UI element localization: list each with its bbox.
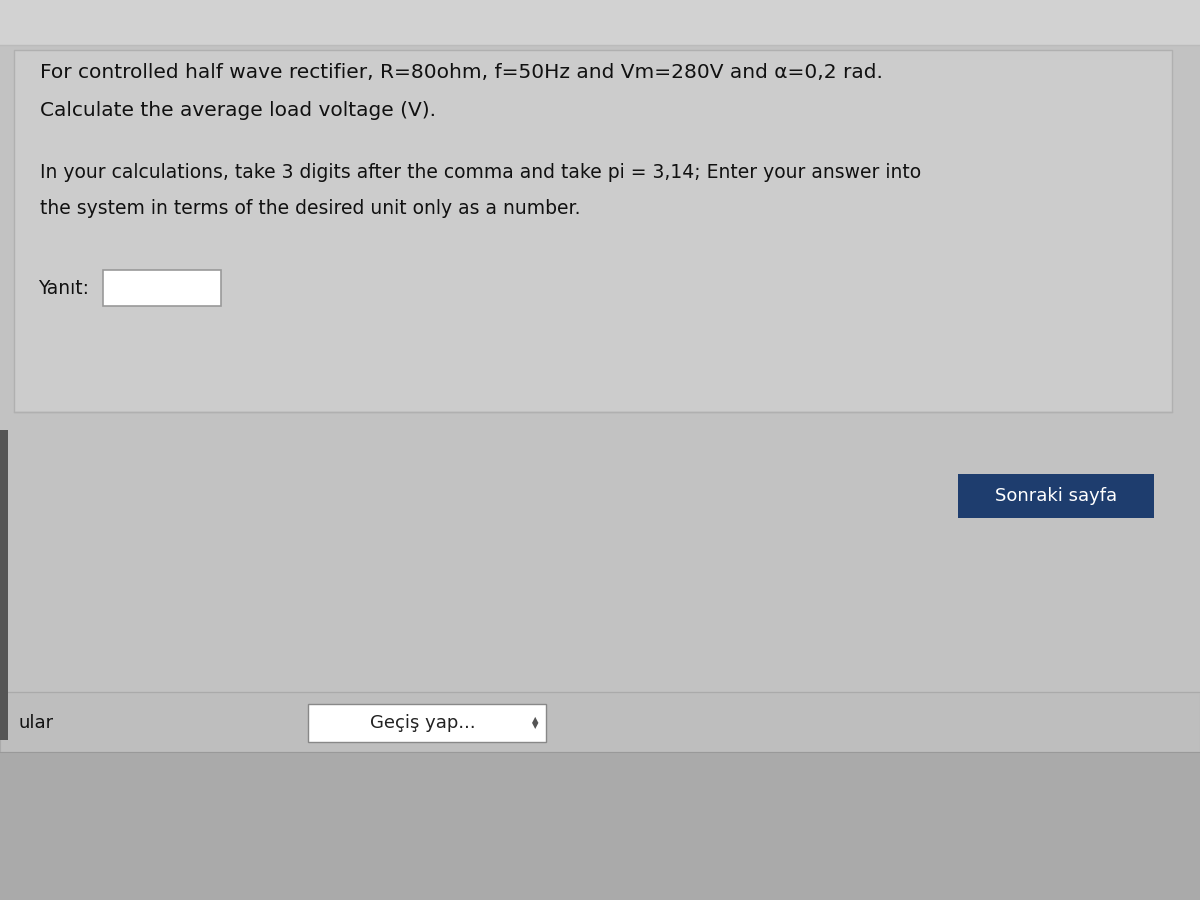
Text: Yanıt:: Yanıt:	[38, 278, 89, 298]
FancyBboxPatch shape	[0, 692, 1200, 752]
Text: the system in terms of the desired unit only as a number.: the system in terms of the desired unit …	[40, 199, 581, 218]
FancyBboxPatch shape	[958, 474, 1154, 518]
Text: Sonraki sayfa: Sonraki sayfa	[995, 487, 1117, 505]
Text: ▼: ▼	[532, 722, 539, 731]
FancyBboxPatch shape	[0, 0, 1200, 45]
FancyBboxPatch shape	[14, 50, 1172, 412]
Text: For controlled half wave rectifier, R=80ohm, f=50Hz and Vm=280V and α=0,2 rad.: For controlled half wave rectifier, R=80…	[40, 62, 883, 82]
FancyBboxPatch shape	[0, 752, 1200, 900]
Text: Calculate the average load voltage (V).: Calculate the average load voltage (V).	[40, 101, 436, 120]
FancyBboxPatch shape	[103, 270, 221, 306]
Text: In your calculations, take 3 digits after the comma and take pi = 3,14; Enter yo: In your calculations, take 3 digits afte…	[40, 163, 922, 182]
Text: ▲: ▲	[532, 716, 539, 724]
Text: Geçiş yap...: Geçiş yap...	[370, 714, 475, 732]
FancyBboxPatch shape	[0, 45, 1200, 900]
Text: ular: ular	[18, 714, 53, 732]
FancyBboxPatch shape	[308, 704, 546, 742]
FancyBboxPatch shape	[0, 430, 8, 740]
